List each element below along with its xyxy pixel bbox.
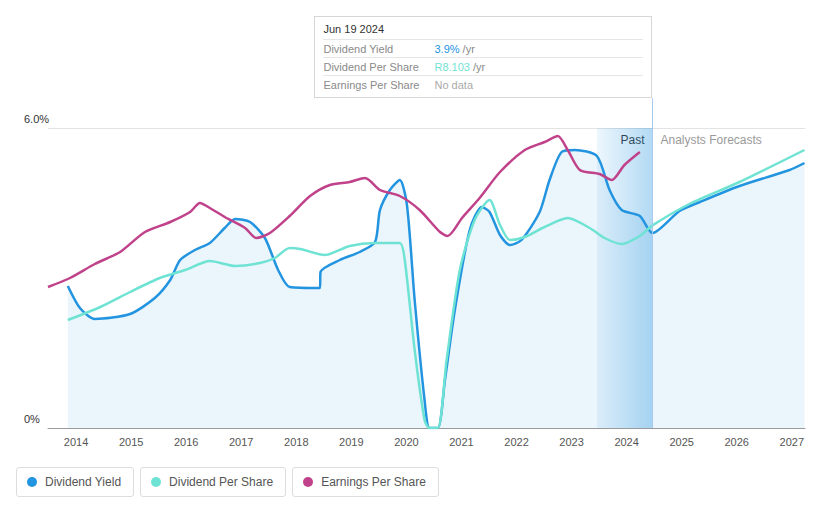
svg-text:2026: 2026 [724,436,748,448]
html-text:3.9% /yr: 3.9% /yr [434,43,475,55]
svg-text:2016: 2016 [174,436,198,448]
svg-text:2025: 2025 [669,436,693,448]
svg-text:2023: 2023 [559,436,583,448]
html-text:Dividend Per Share: Dividend Per Share [323,61,419,73]
svg-text:2018: 2018 [284,436,308,448]
svg-text:2015: 2015 [119,436,143,448]
svg-text:Analysts Forecasts: Analysts Forecasts [660,133,761,147]
svg-text:2020: 2020 [394,436,418,448]
html-text:Earnings Per Share: Earnings Per Share [321,475,426,489]
svg-text:2021: 2021 [449,436,473,448]
html-text:R8.103 /yr: R8.103 /yr [434,61,486,73]
svg-text:2014: 2014 [64,436,88,448]
svg-text:2019: 2019 [339,436,363,448]
html-text:Dividend Yield: Dividend Yield [45,475,122,489]
svg-text:2022: 2022 [504,436,528,448]
svg-text:2024: 2024 [614,436,638,448]
html-text:No data: No data [434,79,473,91]
html-text:Dividend Yield: Dividend Yield [323,43,394,55]
svg-text:0%: 0% [24,413,40,425]
svg-text:6.0%: 6.0% [24,113,49,125]
html-text:Earnings Per Share: Earnings Per Share [323,79,420,91]
svg-text:2017: 2017 [229,436,253,448]
html-text:Dividend Per Share: Dividend Per Share [169,475,274,489]
svg-text:2027: 2027 [780,436,804,448]
html-text:Jun 19 2024: Jun 19 2024 [323,23,384,35]
